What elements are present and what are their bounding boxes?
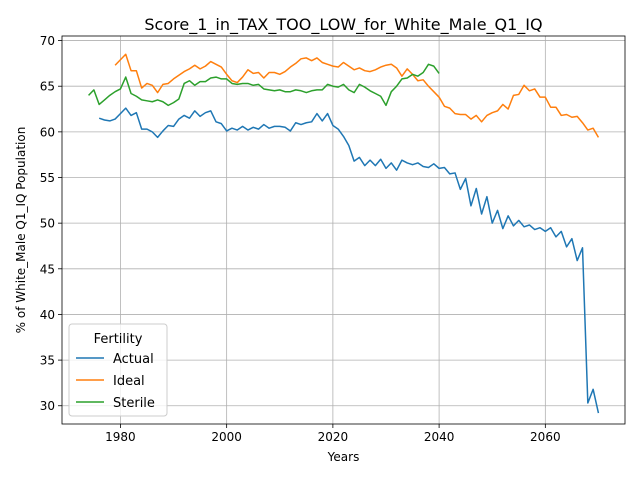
y-tick-label: 50 bbox=[40, 217, 55, 231]
x-tick-label: 1980 bbox=[105, 430, 136, 444]
legend-title: Fertility bbox=[94, 332, 143, 347]
y-tick-label: 30 bbox=[40, 399, 55, 413]
y-tick-label: 65 bbox=[40, 80, 55, 94]
x-tick-label: 2000 bbox=[211, 430, 242, 444]
y-tick-label: 55 bbox=[40, 171, 55, 185]
y-tick-label: 40 bbox=[40, 308, 55, 322]
x-tick-label: 2040 bbox=[424, 430, 455, 444]
series-lines bbox=[88, 53, 600, 414]
legend: Fertility Actual Ideal Sterile bbox=[68, 323, 168, 417]
legend-label-sterile: Sterile bbox=[113, 396, 155, 411]
series-line-ideal bbox=[114, 53, 600, 138]
chart-title: Score_1_in_TAX_TOO_LOW_for_White_Male_Q1… bbox=[144, 15, 542, 35]
y-tick-label: 70 bbox=[40, 34, 55, 48]
axis-ticks: 1980 2000 2020 2040 2060 30 35 40 45 50 55 60 65 70 bbox=[40, 34, 561, 444]
legend-label-ideal: Ideal bbox=[113, 374, 145, 389]
x-tick-label: 2020 bbox=[318, 430, 349, 444]
plot-frame bbox=[61, 35, 626, 425]
grid bbox=[62, 36, 625, 424]
y-axis-label: % of White_Male Q1_IQ Population bbox=[14, 127, 28, 334]
legend-box bbox=[68, 323, 168, 417]
y-tick-label: 60 bbox=[40, 125, 55, 139]
x-axis-label: Years bbox=[327, 450, 360, 464]
legend-label-actual: Actual bbox=[113, 352, 154, 367]
x-tick-label: 2060 bbox=[530, 430, 561, 444]
y-tick-label: 35 bbox=[40, 354, 55, 368]
series-line-actual bbox=[98, 107, 600, 414]
series-line-sterile bbox=[88, 63, 440, 107]
y-tick-label: 45 bbox=[40, 262, 55, 276]
